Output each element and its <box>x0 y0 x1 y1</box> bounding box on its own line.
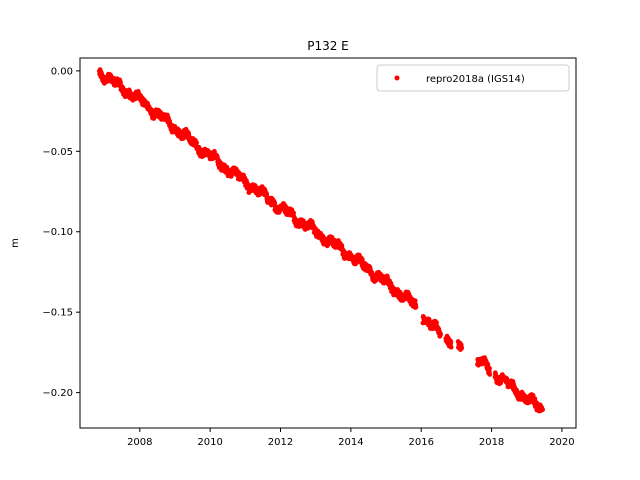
y-tick-label: −0.15 <box>42 308 73 319</box>
data-point <box>272 200 278 206</box>
legend-box <box>376 64 570 92</box>
plot-area-frame <box>79 57 577 429</box>
data-point <box>413 304 419 310</box>
data-point <box>438 331 443 337</box>
data-point <box>448 339 454 345</box>
data-point <box>487 372 493 377</box>
x-tick-label: 2016 <box>408 437 433 448</box>
data-point <box>360 257 365 263</box>
data-point <box>540 407 545 413</box>
y-tick-label: 0.00 <box>51 66 73 77</box>
data-point <box>434 320 439 325</box>
y-tick-label: −0.20 <box>42 388 73 399</box>
y-tick-label: −0.10 <box>42 227 73 238</box>
x-axis: 2008 2010 2012 2014 2016 2018 2020 <box>127 428 575 448</box>
x-tick-label: 2008 <box>127 437 152 448</box>
x-tick-label: 2012 <box>268 437 293 448</box>
data-point <box>412 298 418 304</box>
legend: repro2018a (IGS14) <box>376 64 570 92</box>
y-axis-label: m <box>10 238 21 248</box>
chart-title: P132 E <box>307 39 349 53</box>
legend-label: repro2018a (IGS14) <box>426 74 525 85</box>
y-tick-label: −0.05 <box>42 147 73 158</box>
x-tick-label: 2014 <box>338 437 363 448</box>
x-tick-label: 2018 <box>479 437 504 448</box>
data-point <box>194 140 199 146</box>
data-point <box>448 344 454 350</box>
y-axis: 0.00 −0.05 −0.10 −0.15 −0.20 <box>42 66 80 399</box>
data-point <box>459 345 465 351</box>
legend-marker <box>394 75 400 81</box>
data-points <box>96 67 545 414</box>
x-tick-label: 2010 <box>197 437 222 448</box>
data-point <box>487 366 492 371</box>
x-tick-label: 2020 <box>549 437 574 448</box>
